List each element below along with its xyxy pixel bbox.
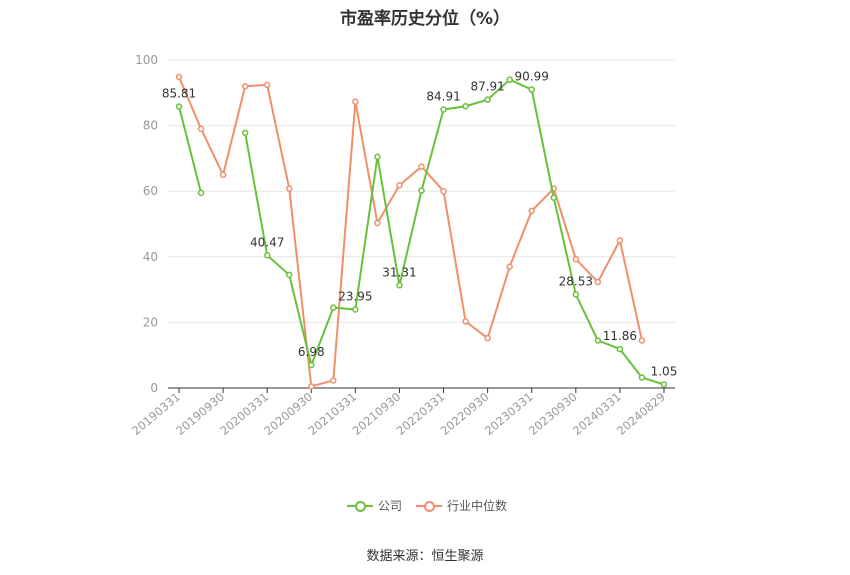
data-point-industry [285, 185, 293, 192]
data-point-company [263, 252, 271, 259]
data-point-company [594, 337, 602, 344]
data-point-industry [197, 125, 205, 133]
y-tick-label: 60 [143, 184, 158, 198]
data-point-industry [308, 383, 315, 390]
data-point-industry [374, 219, 381, 227]
chart-title: 市盈率历史分位（%） [339, 9, 511, 29]
data-label: 85.81 [162, 87, 196, 101]
y-tick-label: 40 [143, 250, 158, 264]
data-label: 23.95 [338, 289, 372, 303]
legend-swatch-industry [416, 499, 443, 513]
data-point-industry [241, 82, 249, 90]
data-point-industry [616, 237, 624, 244]
legend-item-company[interactable]: 公司 [347, 497, 402, 514]
data-point-industry [263, 81, 271, 89]
data-label: 31.31 [382, 265, 416, 279]
data-label: 90.99 [515, 70, 549, 84]
axes: 0204060801002019033120190930202003312020… [129, 53, 675, 438]
y-tick-label: 80 [143, 119, 158, 133]
data-point-company [528, 86, 535, 93]
data-point-company [374, 153, 381, 161]
data-point-company [638, 374, 646, 381]
data-point-company [550, 194, 558, 202]
y-tick-label: 100 [135, 53, 158, 67]
y-tick-label: 20 [143, 315, 158, 329]
data-point-industry [638, 337, 646, 344]
data-label: 28.53 [559, 274, 593, 288]
data-point-industry [506, 263, 513, 270]
legend-swatch-company [347, 499, 373, 513]
data-point-company [285, 271, 293, 279]
data-point-company [506, 76, 513, 83]
data-point-industry [219, 171, 227, 179]
data-point-company [484, 96, 491, 103]
data-point-industry [418, 163, 425, 170]
data-point-industry [484, 334, 491, 342]
legend-label-company: 公司 [378, 499, 403, 513]
data-label: 1.05 [651, 365, 678, 379]
data-point-company [572, 291, 580, 298]
data-point-company [241, 129, 249, 137]
data-point-industry [175, 73, 183, 81]
data-label: 6.98 [298, 345, 325, 359]
data-label: 40.47 [250, 235, 284, 249]
data-point-company [440, 106, 447, 113]
legend: 公司 行业中位数 [347, 497, 521, 514]
data-point-company [396, 282, 403, 289]
data-point-industry [572, 255, 580, 263]
data-point-company [660, 381, 668, 388]
data-point-industry [440, 187, 447, 195]
x-tick-label: 20240829 [614, 390, 668, 438]
data-label: 84.91 [426, 89, 460, 103]
data-point-company [352, 306, 359, 313]
series-line-company [178, 106, 203, 194]
data-point-industry [528, 207, 535, 215]
legend-label-industry: 行业中位数 [447, 499, 508, 513]
data-point-industry [594, 278, 602, 286]
series-lines [175, 73, 668, 390]
data-point-company [175, 103, 183, 110]
data-label: 11.86 [603, 329, 637, 343]
data-point-company [616, 345, 624, 353]
data-source: 数据来源：恒生聚源 [366, 549, 484, 564]
y-tick-label: 0 [150, 381, 158, 395]
data-point-company [418, 187, 425, 194]
series-line-industry [178, 76, 643, 388]
data-point-company [197, 189, 205, 197]
data-point-company [330, 304, 337, 311]
data-point-industry [396, 182, 403, 189]
data-label: 87.91 [470, 80, 504, 94]
data-point-industry [352, 98, 359, 105]
data-point-company [462, 102, 469, 110]
data-point-company [308, 361, 315, 369]
legend-item-industry[interactable]: 行业中位数 [416, 497, 507, 514]
data-point-industry [330, 377, 337, 384]
data-labels: 85.81 40.47 6.98 23.95 31.31 84.91 87.91 90.99 2… [162, 70, 677, 379]
series-line-company [244, 78, 665, 386]
data-point-industry [462, 318, 469, 325]
